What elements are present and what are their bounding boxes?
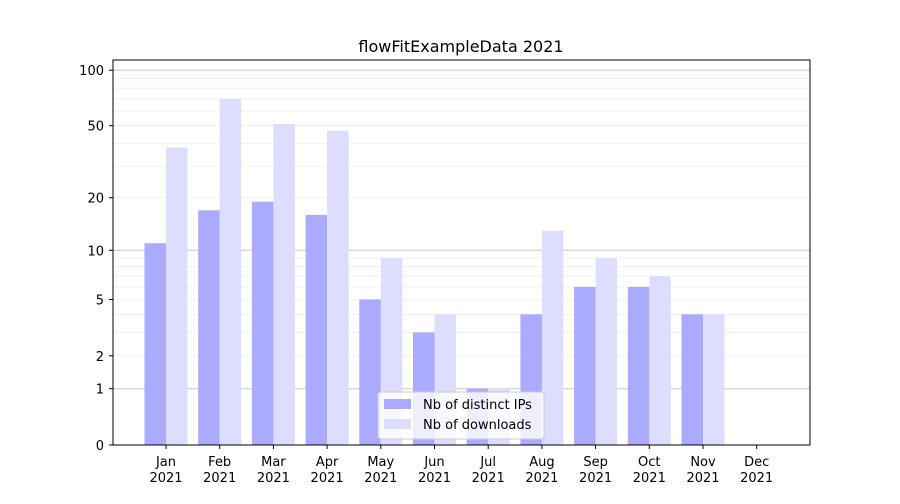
- bar-distinct-ips: [305, 214, 328, 445]
- y-tick-label: 1: [96, 383, 104, 398]
- x-tick-label-month: Aug: [529, 455, 554, 470]
- bar-distinct-ips: [251, 201, 274, 445]
- x-tick-label-month: Jan: [155, 455, 176, 470]
- x-tick-label-month: Sep: [583, 455, 608, 470]
- x-tick-label-year: 2021: [633, 471, 666, 486]
- y-tick-label: 2: [96, 350, 104, 365]
- legend-label: Nb of downloads: [423, 418, 532, 433]
- bar-distinct-ips: [359, 299, 381, 445]
- bar-downloads: [219, 98, 242, 445]
- y-tick-label: 0: [96, 439, 104, 454]
- bar-downloads: [327, 130, 349, 445]
- chart-title: flowFitExampleData 2021: [358, 37, 563, 56]
- bar-distinct-ips: [574, 286, 596, 445]
- x-tick-label-month: Mar: [261, 455, 286, 470]
- x-tick-label-month: Jun: [423, 455, 444, 470]
- x-tick-label-month: Nov: [690, 455, 716, 470]
- x-tick-label-year: 2021: [364, 471, 397, 486]
- y-tick-label: 100: [79, 64, 104, 79]
- x-tick-label-year: 2021: [203, 471, 236, 486]
- legend-swatch: [384, 419, 411, 429]
- x-tick-label-month: Dec: [744, 455, 769, 470]
- bar-downloads: [649, 276, 671, 445]
- bar-distinct-ips: [627, 286, 650, 445]
- y-tick-label: 20: [87, 192, 104, 207]
- plot-frame: [112, 59, 811, 446]
- x-tick-label-year: 2021: [740, 471, 773, 486]
- x-tick-label-year: 2021: [525, 471, 558, 486]
- bar-downloads: [595, 258, 618, 445]
- x-tick-label-year: 2021: [149, 471, 182, 486]
- x-tick-label-year: 2021: [686, 471, 719, 486]
- x-axis: Jan2021Feb2021Mar2021Apr2021May2021Jun20…: [149, 445, 773, 486]
- bar-downloads: [166, 147, 188, 445]
- y-axis: 0 1 2 5 10 20 50 100: [79, 64, 113, 454]
- legend: Nb of distinct IPs Nb of downloads: [377, 391, 545, 440]
- bar-distinct-ips: [144, 243, 166, 445]
- x-tick-label-month: Jul: [479, 455, 496, 470]
- bar-downloads: [541, 230, 564, 445]
- y-tick-label: 5: [96, 293, 104, 308]
- legend-box: [377, 391, 545, 440]
- y-tick-label: 50: [87, 120, 104, 135]
- x-tick-label-year: 2021: [472, 471, 505, 486]
- y-tick-label: 10: [87, 244, 104, 259]
- x-tick-label-year: 2021: [311, 471, 344, 486]
- x-tick-label-year: 2021: [579, 471, 612, 486]
- bar-downloads: [273, 124, 295, 446]
- x-tick-label-month: May: [367, 455, 394, 470]
- legend-label: Nb of distinct IPs: [423, 398, 532, 413]
- bar-distinct-ips: [681, 314, 703, 445]
- bar-distinct-ips: [198, 210, 220, 445]
- bar-downloads: [703, 314, 725, 445]
- x-tick-label-month: Apr: [316, 455, 339, 470]
- x-tick-label-year: 2021: [418, 471, 451, 486]
- x-tick-label-month: Oct: [638, 455, 660, 470]
- x-tick-label-month: Feb: [208, 455, 231, 470]
- x-tick-label-year: 2021: [257, 471, 290, 486]
- legend-swatch: [384, 399, 411, 409]
